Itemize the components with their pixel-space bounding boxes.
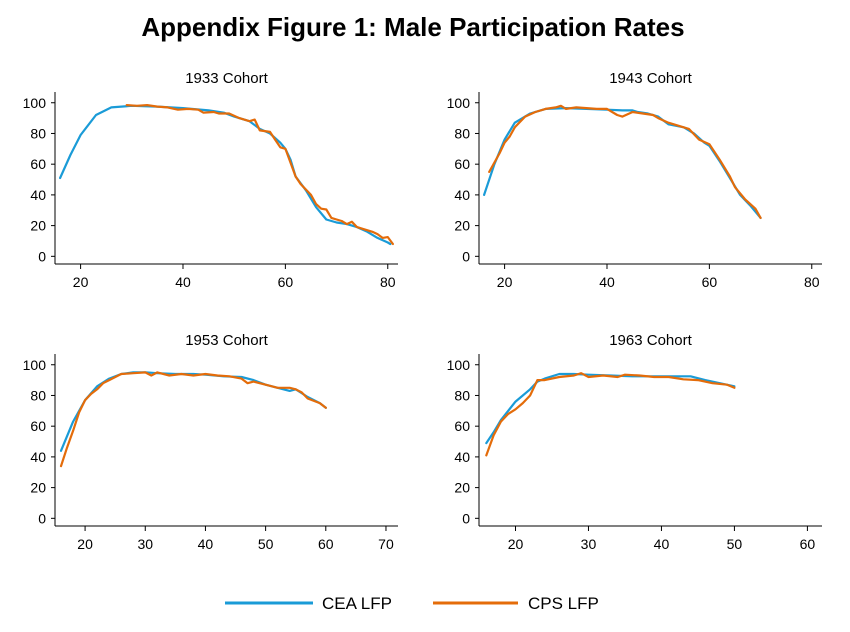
x-tick-label: 80 xyxy=(804,274,820,290)
chart-panel-1: 1933 Cohort 0 20 40 60 80 100 20 40 60 80 xyxy=(23,70,398,290)
x-tick-label: 40 xyxy=(175,274,191,290)
y-tick-label: 20 xyxy=(454,218,470,234)
y-tick-label: 20 xyxy=(30,480,46,496)
chart-panel-4: 1963 Cohort 0 20 40 60 80 100 20 30 40 50 60 xyxy=(447,332,822,552)
legend: CEA LFP CPS LFP xyxy=(225,594,599,613)
y-tick-label: 0 xyxy=(38,510,46,526)
y-tick-label: 40 xyxy=(454,187,470,203)
panel-title: 1953 Cohort xyxy=(185,332,268,349)
x-tick-label: 60 xyxy=(702,274,718,290)
legend-label: CPS LFP xyxy=(528,594,599,613)
series-line-cps xyxy=(488,104,762,219)
y-tick-label: 0 xyxy=(462,510,470,526)
y-tick-label: 100 xyxy=(23,357,47,373)
chart-panel-3: 1953 Cohort 0 20 40 60 80 100 20 30 40 50 60 70 xyxy=(23,332,398,552)
y-tick-label: 60 xyxy=(30,418,46,434)
x-tick-label: 40 xyxy=(654,536,670,552)
y-tick-label: 20 xyxy=(454,480,470,496)
y-tick-label: 60 xyxy=(454,156,470,172)
series-line-cea xyxy=(59,104,392,246)
y-tick-label: 0 xyxy=(462,248,470,264)
y-tick-label: 100 xyxy=(447,95,471,111)
x-tick-label: 60 xyxy=(800,536,816,552)
y-tick-label: 80 xyxy=(454,387,470,403)
y-tick-label: 40 xyxy=(30,187,46,203)
y-tick-label: 80 xyxy=(30,387,46,403)
series-line-cps xyxy=(59,371,327,468)
panel-title: 1933 Cohort xyxy=(185,70,268,87)
x-tick-label: 20 xyxy=(77,536,93,552)
y-tick-label: 60 xyxy=(454,418,470,434)
y-tick-label: 80 xyxy=(30,125,46,141)
y-tick-label: 0 xyxy=(38,248,46,264)
y-tick-label: 20 xyxy=(30,218,46,234)
chart-panel-2: 1943 Cohort 0 20 40 60 80 100 20 40 60 80 xyxy=(447,70,822,290)
y-tick-label: 80 xyxy=(454,125,470,141)
x-tick-label: 60 xyxy=(318,536,334,552)
x-tick-label: 30 xyxy=(581,536,597,552)
x-tick-label: 20 xyxy=(497,274,513,290)
legend-label: CEA LFP xyxy=(322,594,392,613)
figure-title: Appendix Figure 1: Male Participation Ra… xyxy=(141,12,685,42)
series-line-cea xyxy=(483,107,762,219)
x-tick-label: 80 xyxy=(380,274,396,290)
x-tick-label: 30 xyxy=(137,536,153,552)
panel-title: 1943 Cohort xyxy=(609,70,692,87)
series-line-cea xyxy=(485,372,736,445)
x-tick-label: 70 xyxy=(378,536,394,552)
x-tick-label: 60 xyxy=(278,274,294,290)
x-tick-label: 20 xyxy=(73,274,89,290)
x-tick-label: 40 xyxy=(599,274,615,290)
x-tick-label: 20 xyxy=(508,536,524,552)
x-tick-label: 40 xyxy=(198,536,214,552)
panel-title: 1963 Cohort xyxy=(609,332,692,349)
y-tick-label: 40 xyxy=(30,449,46,465)
y-tick-label: 60 xyxy=(30,156,46,172)
series-line-cps xyxy=(485,372,736,457)
x-tick-label: 50 xyxy=(258,536,274,552)
x-tick-label: 50 xyxy=(727,536,743,552)
y-tick-label: 40 xyxy=(454,449,470,465)
series-line-cps xyxy=(125,104,394,246)
y-tick-label: 100 xyxy=(23,95,47,111)
y-tick-label: 100 xyxy=(447,357,471,373)
